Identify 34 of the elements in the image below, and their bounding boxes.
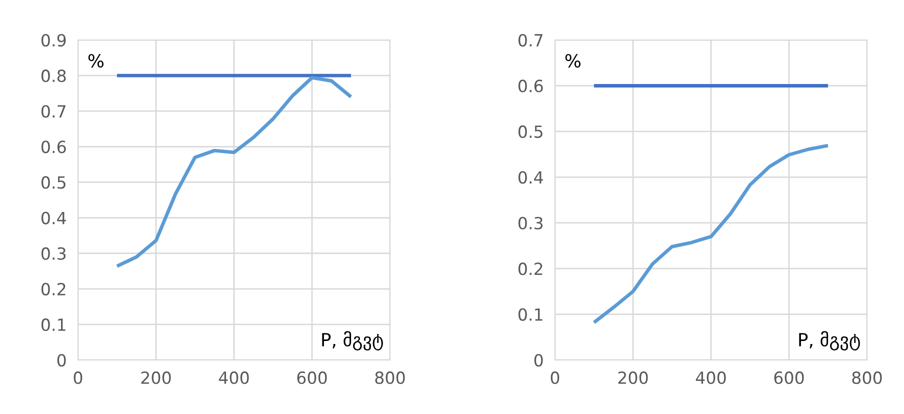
y-tick-label: 0.1 [41, 318, 66, 332]
y-axis-title: % [88, 54, 104, 68]
y-tick-label: 0.2 [518, 262, 542, 276]
line-series [592, 144, 830, 324]
y-tick-label: 0.4 [518, 171, 543, 184]
y-tick-label: 0.7 [41, 105, 66, 118]
y-tick-label: 0 [57, 354, 66, 367]
x-tick-label: 800 [375, 371, 405, 384]
x-tick-label: 800 [852, 371, 882, 384]
y-tick-label: 0.9 [41, 34, 66, 47]
y-tick-label: 0.3 [41, 247, 66, 260]
y-tick-label: 0 [534, 354, 543, 367]
x-tick-label: 200 [141, 371, 171, 384]
line-series [115, 76, 353, 268]
x-tick-label: 600 [774, 371, 804, 384]
y-tick-label: 0.4 [41, 212, 66, 224]
x-tick-label: 600 [297, 371, 327, 384]
x-axis-title: P, მგვტ [799, 331, 860, 350]
y-axis-title: % [565, 54, 581, 68]
y-tick-label: 0.7 [518, 34, 542, 47]
y-tick-label: 0.2 [41, 282, 66, 296]
x-tick-label: 200 [618, 371, 648, 384]
x-tick-label: 0 [74, 371, 82, 384]
y-tick-label: 0.6 [518, 80, 543, 92]
y-tick-label: 0.5 [518, 125, 542, 138]
x-tick-label: 400 [218, 371, 249, 384]
x-tick-label: 400 [696, 371, 726, 384]
x-tick-label: 0 [550, 371, 560, 384]
y-tick-label: 0.3 [518, 216, 543, 230]
y-tick-label: 0.5 [41, 176, 66, 189]
x-axis-title: P, მგვტ [322, 331, 383, 350]
y-tick-label: 0.1 [518, 308, 542, 321]
y-tick-label: 0.8 [41, 70, 66, 82]
y-tick-label: 0.6 [41, 140, 66, 154]
